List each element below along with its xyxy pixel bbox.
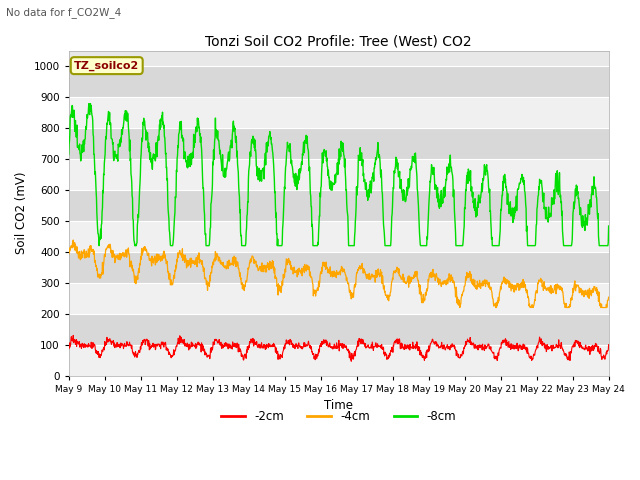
Text: TZ_soilco2: TZ_soilco2 — [74, 60, 140, 71]
Y-axis label: Soil CO2 (mV): Soil CO2 (mV) — [15, 172, 28, 254]
Bar — [68, 97, 609, 128]
Bar — [68, 345, 609, 375]
Bar — [68, 221, 609, 252]
Bar — [68, 283, 609, 314]
Bar — [68, 66, 609, 97]
Bar — [68, 128, 609, 159]
Bar — [68, 252, 609, 283]
Text: No data for f_CO2W_4: No data for f_CO2W_4 — [6, 7, 122, 18]
Bar — [68, 159, 609, 190]
Legend: -2cm, -4cm, -8cm: -2cm, -4cm, -8cm — [216, 406, 461, 428]
Title: Tonzi Soil CO2 Profile: Tree (West) CO2: Tonzi Soil CO2 Profile: Tree (West) CO2 — [205, 34, 472, 48]
X-axis label: Time: Time — [324, 399, 353, 412]
Bar — [68, 190, 609, 221]
Bar — [68, 314, 609, 345]
